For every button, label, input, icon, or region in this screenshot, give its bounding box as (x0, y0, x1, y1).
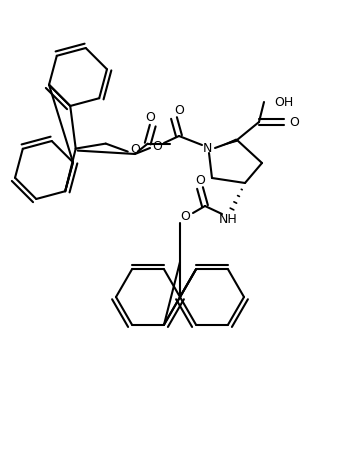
Text: O: O (174, 103, 184, 117)
Polygon shape (215, 138, 238, 148)
Text: O: O (289, 116, 299, 128)
Text: O: O (152, 140, 162, 152)
Text: O: O (145, 111, 155, 124)
Text: O: O (130, 143, 140, 156)
Text: O: O (180, 210, 190, 222)
Text: NH: NH (219, 212, 237, 226)
Text: O: O (195, 173, 205, 187)
Text: N: N (202, 141, 212, 155)
Text: OH: OH (274, 95, 293, 109)
